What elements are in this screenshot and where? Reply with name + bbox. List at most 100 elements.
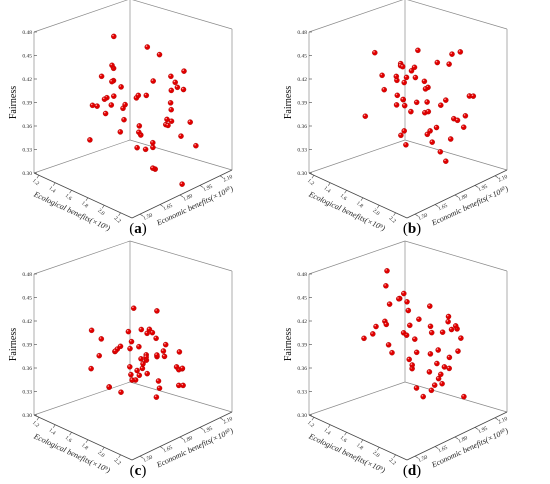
- scatter-point: [433, 124, 440, 131]
- y-tick-label: 1.80: [182, 193, 193, 203]
- scatter-point-highlight: [145, 371, 148, 374]
- scatter-point-highlight: [180, 366, 183, 369]
- x-tick-mark: [327, 182, 331, 186]
- y-tick-mark: [414, 455, 419, 459]
- x-tick-label: 1.8: [80, 442, 89, 451]
- scatter-point: [434, 59, 441, 66]
- scatter-point-highlight: [135, 146, 138, 148]
- scatter-point: [379, 72, 385, 79]
- scatter-point-highlight: [435, 60, 438, 63]
- box-top-left-edge: [33, 0, 129, 33]
- y-tick-label: 1.95: [202, 184, 213, 194]
- scatter-point: [176, 382, 182, 389]
- box-top-right-edge: [132, 0, 233, 30]
- scatter-point-highlight: [135, 368, 138, 371]
- scatter-point: [128, 371, 134, 378]
- scatter-point: [446, 365, 452, 372]
- scatter-point: [412, 336, 418, 342]
- scatter-point-highlight: [402, 129, 405, 131]
- scatter-point: [136, 129, 142, 135]
- scatter-point: [381, 86, 387, 93]
- scatter-point-highlight: [385, 269, 387, 271]
- scatter-point: [130, 305, 137, 311]
- scatter-point-highlight: [428, 304, 430, 306]
- scatter-point: [384, 268, 390, 274]
- y-tick-label: 1.50: [142, 212, 153, 222]
- z-tick-label: 0.36: [22, 366, 32, 372]
- scatter-point: [136, 343, 142, 350]
- box-top-right-edge: [407, 0, 508, 30]
- scatter-point-highlight: [95, 104, 98, 106]
- scatter-point: [409, 362, 415, 368]
- scatter-point-highlight: [427, 370, 430, 372]
- scatter-point-highlight: [181, 383, 184, 386]
- scatter-point: [460, 124, 467, 130]
- scatter-point: [438, 102, 444, 108]
- y-axis-line: [131, 411, 233, 461]
- scatter-point-highlight: [151, 145, 153, 148]
- scatter-point-highlight: [382, 88, 385, 90]
- scatter-point: [405, 307, 412, 314]
- scatter-point-highlight: [137, 130, 139, 133]
- scatter-point-highlight: [139, 327, 142, 330]
- scatter-point: [118, 84, 124, 90]
- scatter-point-highlight: [137, 345, 139, 347]
- scatter-point-highlight: [137, 373, 140, 376]
- scatter-point-highlight: [175, 365, 177, 367]
- x-tick-mark: [344, 190, 347, 194]
- scatter-point-highlight: [403, 103, 405, 106]
- scatter-point-highlight: [405, 300, 407, 302]
- scatter-point: [128, 338, 135, 345]
- scatter-point-highlight: [177, 383, 179, 386]
- x-tick-label: 2.2: [388, 457, 397, 466]
- scatter-point-highlight: [441, 330, 443, 333]
- x-tick-mark: [393, 212, 396, 216]
- z-axis-label: Fairness: [283, 328, 294, 361]
- y-axis-line: [406, 411, 508, 461]
- scatter-point: [88, 327, 95, 334]
- scatter-point-highlight: [139, 357, 141, 359]
- y-tick-label: 1.50: [417, 454, 428, 464]
- scatter-point-highlight: [401, 64, 403, 67]
- scatter-point: [127, 345, 133, 352]
- y-axis-line: [131, 169, 233, 219]
- scatter-point: [121, 116, 127, 123]
- scatter-point-highlight: [426, 109, 429, 112]
- x-tick-label: 1.2: [31, 420, 40, 429]
- scatter-point-highlight: [164, 122, 166, 125]
- scatter-point: [420, 393, 426, 400]
- scatter-point-highlight: [462, 394, 464, 397]
- scatter-point: [150, 165, 156, 171]
- scatter-point: [117, 129, 124, 135]
- scatter-point-highlight: [401, 97, 404, 100]
- x-tick-label: 1.6: [339, 193, 348, 202]
- scatter-point-highlight: [425, 100, 428, 102]
- scatter-point: [443, 97, 449, 103]
- scatter-point: [127, 364, 133, 370]
- scatter-point-highlight: [157, 52, 160, 55]
- scatter-point: [426, 369, 433, 375]
- z-tick-label: 0.39: [297, 343, 307, 349]
- scatter-point-highlight: [169, 74, 171, 77]
- z-tick-label: 0.36: [297, 366, 307, 372]
- y-tick-mark: [179, 194, 184, 198]
- z-tick-label: 0.48: [22, 272, 32, 278]
- z-axis-label: Fairness: [283, 86, 294, 119]
- scatter-point-highlight: [90, 328, 92, 331]
- scatter-point-highlight: [409, 69, 412, 71]
- scatter-point-highlight: [428, 324, 431, 327]
- x-tick-mark: [101, 205, 105, 209]
- scatter-point: [394, 92, 401, 99]
- y-tick-label: 1.80: [457, 435, 468, 445]
- scatter-point: [138, 356, 144, 362]
- scatter-point-highlight: [156, 379, 159, 381]
- scatter-point: [413, 385, 420, 391]
- x-tick-label: 1.4: [322, 185, 331, 194]
- scatter-point: [424, 99, 430, 105]
- scatter-point-highlight: [408, 323, 410, 326]
- scatter-point-highlight: [471, 94, 474, 96]
- y-tick-mark: [494, 417, 499, 421]
- scatter-point-highlight: [442, 365, 445, 367]
- scatter-point-highlight: [402, 331, 404, 333]
- scatter-point: [424, 131, 431, 138]
